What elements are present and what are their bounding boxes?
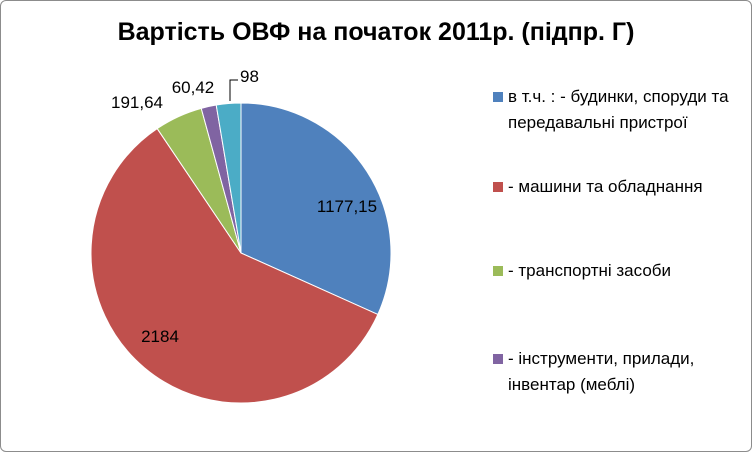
leader-line-other [229, 79, 238, 101]
legend-item-transport: - транспортні засоби [490, 258, 750, 284]
legend-label-instruments: - інструменти, прилади, інвентар (меблі) [508, 349, 695, 394]
legend-label-machines: - машини та обладнання [508, 177, 703, 196]
legend-item-buildings: в т.ч. : - будинки, споруди та передавал… [490, 84, 750, 136]
data-label-buildings: 1177,15 [317, 197, 377, 216]
data-label-transport: 191,64 [111, 93, 163, 112]
data-label-instruments: 60,42 [172, 78, 215, 97]
legend-item-machines: - машини та обладнання [490, 174, 750, 200]
pie-slice-machines [90, 127, 379, 404]
legend-item-instruments: - інструменти, прилади, інвентар (меблі) [490, 346, 750, 398]
legend-swatch-transport [493, 266, 503, 276]
chart-title: Вартість ОВФ на початок 2011р. (підпр. Г… [117, 18, 635, 46]
data-label-other: 98 [240, 67, 259, 86]
legend-swatch-machines [493, 182, 503, 192]
legend-label-transport: - транспортні засоби [508, 261, 672, 280]
pie-slice-other [215, 102, 242, 254]
legend-swatch-instruments [493, 354, 503, 364]
pie-slice-buildings [240, 102, 392, 316]
legend-label-buildings: в т.ч. : - будинки, споруди та передавал… [508, 87, 729, 132]
legend-swatch-buildings [493, 92, 503, 102]
data-label-machines: 2184 [141, 327, 179, 346]
